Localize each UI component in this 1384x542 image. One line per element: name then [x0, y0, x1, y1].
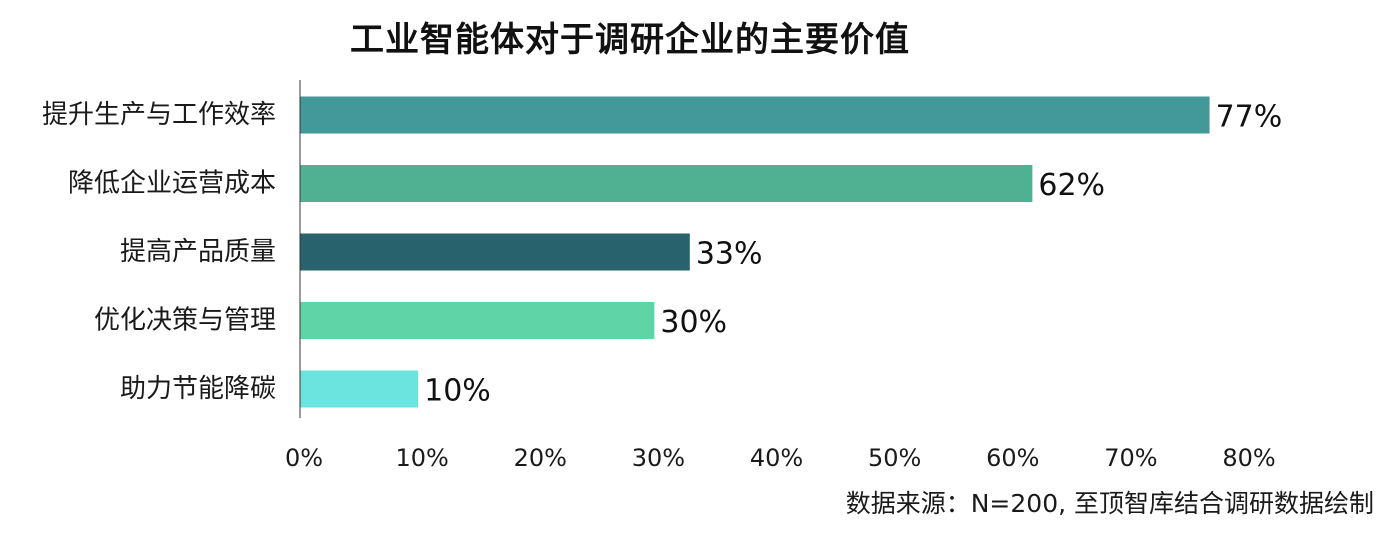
- x-tick-label-2: 20%: [514, 444, 567, 472]
- bar-4: [300, 302, 655, 339]
- x-tick-label-8: 80%: [1222, 444, 1275, 472]
- x-tick-label-7: 70%: [1104, 444, 1157, 472]
- x-tick-label-1: 10%: [395, 444, 448, 472]
- value-label-2: 62%: [1038, 168, 1105, 203]
- x-tick-label-0: 0%: [285, 444, 323, 472]
- value-label-5: 10%: [424, 374, 491, 409]
- category-label-3: 提高产品质量: [120, 237, 276, 267]
- category-label-4: 优化决策与管理: [94, 306, 276, 336]
- bar-1: [300, 96, 1210, 134]
- value-label-4: 30%: [660, 305, 727, 340]
- category-label-1: 提升生产与工作效率: [42, 100, 276, 130]
- bar-3: [300, 233, 690, 271]
- x-tick-label-6: 60%: [986, 444, 1039, 472]
- x-tick-label-4: 40%: [750, 444, 803, 472]
- x-tick-label-3: 30%: [632, 444, 685, 472]
- category-label-2: 降低企业运营成本: [68, 169, 276, 199]
- value-labels: 77% 62% 33% 30% 10%: [424, 100, 1282, 409]
- category-label-5: 助力节能降碳: [120, 374, 276, 404]
- value-label-3: 33%: [696, 237, 763, 272]
- value-label-1: 77%: [1216, 100, 1283, 135]
- x-tick-label-5: 50%: [868, 444, 921, 472]
- bar-2: [300, 165, 1033, 202]
- x-axis-ticks: 0% 10% 20% 30% 40% 50% 60% 70% 80%: [285, 444, 1276, 472]
- source-note: 数据来源：N=200, 至顶智库结合调研数据绘制: [845, 489, 1374, 518]
- bars-layer: [300, 96, 1210, 408]
- chart-title: 工业智能体对于调研企业的主要价值: [350, 20, 910, 60]
- bar-5: [300, 370, 419, 408]
